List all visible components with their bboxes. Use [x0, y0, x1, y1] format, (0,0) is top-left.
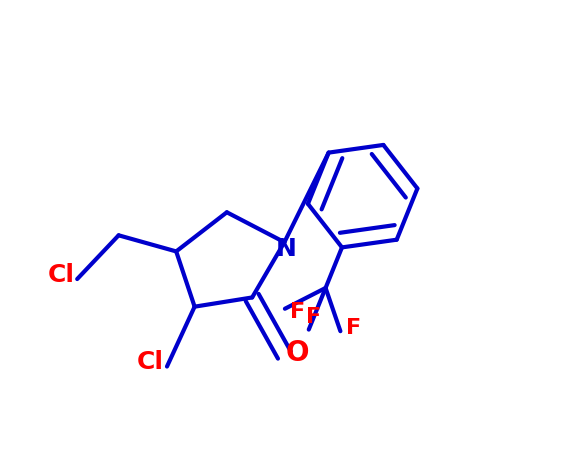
Text: F: F: [290, 302, 305, 322]
Text: F: F: [306, 307, 321, 327]
Text: O: O: [286, 339, 309, 367]
Text: F: F: [346, 318, 361, 338]
Text: Cl: Cl: [136, 350, 164, 374]
Text: Cl: Cl: [48, 263, 75, 288]
Text: N: N: [275, 237, 296, 261]
